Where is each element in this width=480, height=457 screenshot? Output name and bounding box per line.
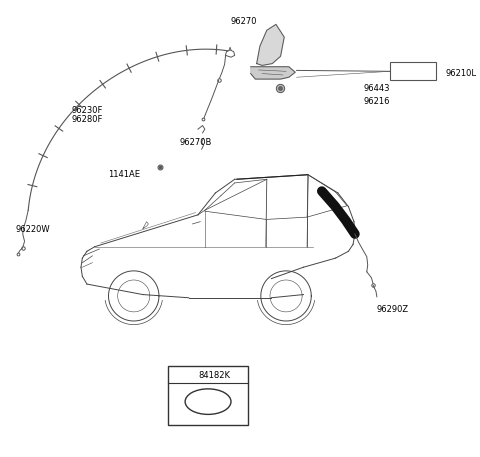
Text: 96270: 96270 xyxy=(230,17,257,26)
Text: 96290Z: 96290Z xyxy=(377,305,409,314)
Polygon shape xyxy=(251,67,295,79)
Text: 96210L: 96210L xyxy=(446,69,477,78)
Text: 1141AE: 1141AE xyxy=(108,170,141,179)
Text: 96270B: 96270B xyxy=(180,138,212,147)
Text: 96280F: 96280F xyxy=(72,115,103,124)
Text: 96230F: 96230F xyxy=(72,106,103,116)
Bar xyxy=(390,62,436,80)
Text: 96216: 96216 xyxy=(363,97,390,106)
Polygon shape xyxy=(257,24,284,65)
Text: 96443: 96443 xyxy=(363,84,390,93)
Ellipse shape xyxy=(185,389,231,414)
Bar xyxy=(168,366,249,425)
Text: 84182K: 84182K xyxy=(198,371,230,380)
Text: 96220W: 96220W xyxy=(15,225,50,234)
